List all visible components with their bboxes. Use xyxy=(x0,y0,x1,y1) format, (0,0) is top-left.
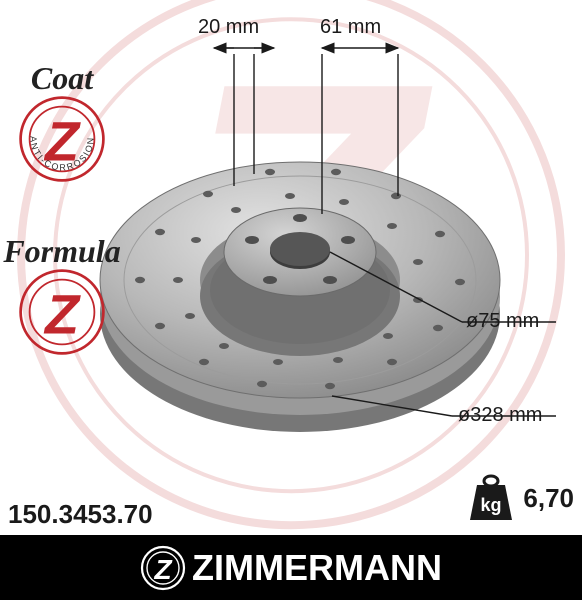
weight-box: kg 6,70 xyxy=(465,466,574,530)
coat-z-title: Coat xyxy=(2,62,122,94)
dim-hub-height: 61 mm xyxy=(320,16,381,39)
dim-bore: ø75 mm xyxy=(466,310,539,333)
footer-brand-bar: Z ZIMMERMANN xyxy=(0,535,582,600)
part-number: 150.3453.70 xyxy=(8,499,153,530)
weight-value: 6,70 xyxy=(523,483,574,514)
svg-text:Z: Z xyxy=(153,554,172,585)
svg-text:Z: Z xyxy=(43,283,81,346)
coat-z-logo-icon: Z ★ANTI-CORROSION★ xyxy=(17,94,107,184)
formula-z-badge: Formula Z xyxy=(2,235,122,362)
footer-brand-text: ZIMMERMANN xyxy=(192,547,442,589)
dim-thickness: 20 mm xyxy=(198,16,259,39)
weight-kg-icon: kg xyxy=(465,472,517,524)
formula-z-logo-icon: Z xyxy=(17,267,107,357)
dim-outer: ø328 mm xyxy=(458,404,542,427)
coat-z-badge: Coat Z ★ANTI-CORROSION★ xyxy=(2,62,122,189)
footer-z-logo-icon: Z xyxy=(140,545,186,591)
formula-z-title: Formula xyxy=(2,235,122,267)
svg-text:kg: kg xyxy=(481,495,502,515)
